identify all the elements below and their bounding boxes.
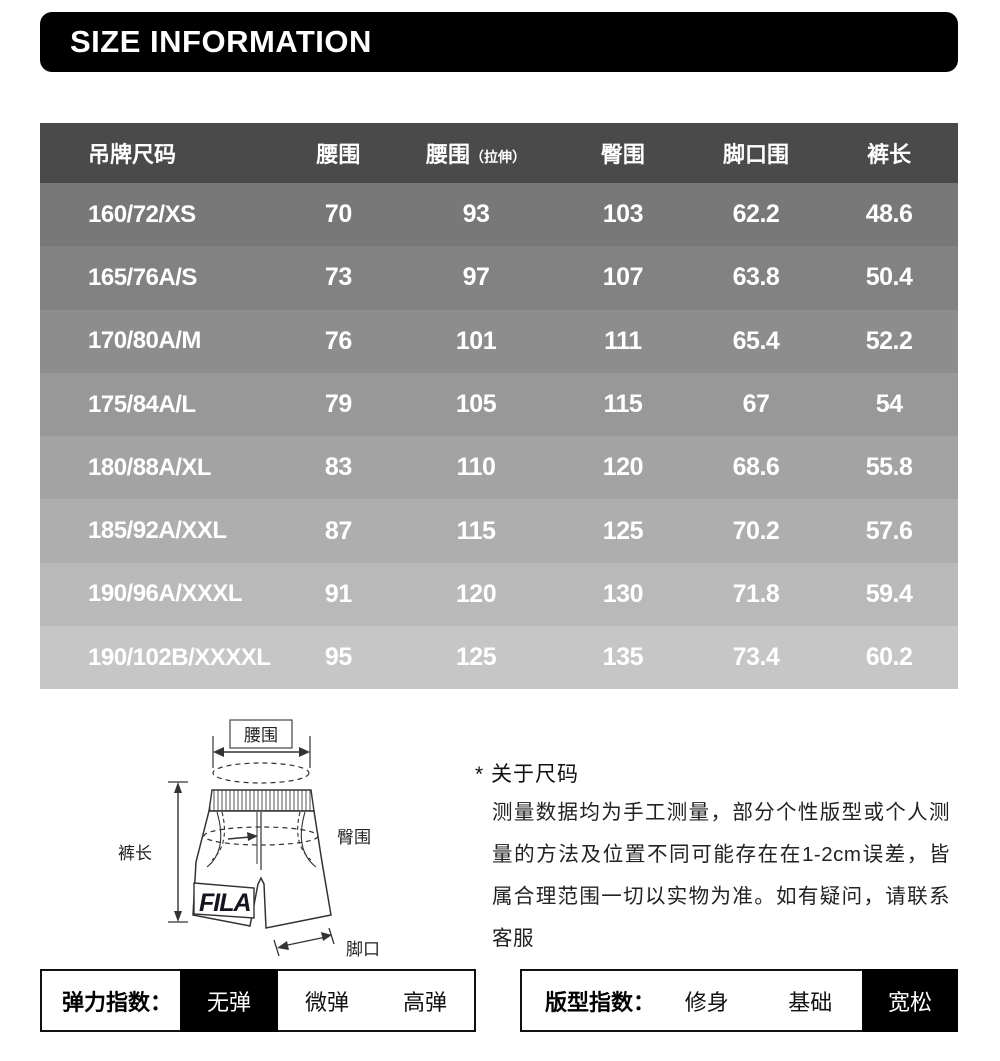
waistband: [208, 789, 315, 812]
table-row: 190/96A/XXXL 91 120 130 71.8 59.4: [40, 562, 958, 627]
size-note-body: 测量数据均为手工测量，部分个性版型或个人测量的方法及位置不同可能存在在1-2cm…: [492, 801, 950, 950]
value-cell: 135: [602, 643, 644, 672]
length-label: 裤长: [118, 844, 152, 863]
column-header-waist-stretched: 腰围（拉伸）: [426, 142, 527, 167]
fit-option-loose-selected: 宽松: [862, 969, 958, 1032]
hip-measure-line: [203, 826, 319, 846]
value-cell: 111: [604, 326, 642, 355]
size-table: 吊牌尺码 腰围 腰围（拉伸） 臀围 脚口围 裤长 160/72/XS 70 93…: [40, 123, 958, 690]
value-cell: 115: [456, 516, 496, 545]
table-header-row: 吊牌尺码 腰围 腰围（拉伸） 臀围 脚口围 裤长: [40, 123, 958, 183]
value-cell: 91: [324, 579, 352, 608]
hip-label: 臀围: [337, 828, 371, 847]
value-cell: 93: [462, 200, 490, 229]
waist-label: 腰围: [244, 726, 278, 745]
value-cell: 97: [462, 263, 490, 292]
value-cell: 52.2: [865, 326, 913, 355]
value-cell: 125: [602, 516, 644, 545]
table-row: 190/102B/XXXXL 95 125 135 73.4 60.2: [40, 626, 958, 690]
table-row: 170/80A/M 76 101 111 65.4 52.2: [40, 309, 958, 373]
section-title: SIZE INFORMATION: [70, 24, 372, 59]
elasticity-index-box: 弹力指数： 无弹 微弹 高弹: [40, 969, 476, 1032]
column-header-hip: 臀围: [600, 142, 645, 167]
value-cell: 110: [456, 453, 496, 482]
table-row: 160/72/XS 70 93 103 62.2 48.6: [40, 183, 958, 247]
value-cell: 67: [742, 390, 770, 419]
value-cell: 55.8: [865, 453, 913, 482]
value-cell: 70: [324, 200, 352, 229]
size-cell: 165/76A/S: [88, 263, 197, 291]
section-title-bar: SIZE INFORMATION: [40, 12, 958, 72]
value-cell: 103: [602, 200, 644, 229]
value-cell: 76: [324, 326, 352, 355]
value-cell: 83: [324, 453, 352, 482]
value-cell: 101: [455, 326, 497, 355]
size-note-title: * 关于尺码: [475, 763, 580, 786]
value-cell: 57.6: [865, 516, 913, 545]
fila-logo: FILA: [199, 889, 251, 917]
fit-option-basic: 基础: [788, 989, 833, 1015]
table-row: 180/88A/XL 83 110 120 68.6 55.8: [40, 436, 958, 500]
value-cell: 105: [455, 390, 497, 419]
fit-label: 版型指数：: [545, 989, 656, 1015]
value-cell: 71.8: [732, 579, 780, 608]
column-header-size: 吊牌尺码: [88, 142, 177, 167]
hem-label: 脚口: [346, 940, 380, 959]
value-cell: 115: [603, 390, 643, 419]
table-row: 175/84A/L 79 105 115 67 54: [40, 372, 958, 437]
value-cell: 120: [602, 453, 644, 482]
size-cell: 190/102B/XXXXL: [88, 643, 271, 671]
size-cell: 175/84A/L: [88, 390, 196, 418]
value-cell: 63.8: [732, 263, 780, 292]
size-cell: 185/92A/XXL: [88, 517, 227, 545]
value-cell: 120: [455, 579, 497, 608]
size-cell: 160/72/XS: [88, 200, 196, 228]
size-cell: 190/96A/XXXL: [88, 580, 243, 608]
fit-index-box: 版型指数： 修身 基础 宽松: [520, 969, 958, 1032]
value-cell: 73: [324, 263, 352, 292]
value-cell: 79: [324, 390, 352, 419]
value-cell: 95: [324, 643, 352, 672]
value-cell: 54: [875, 390, 903, 419]
table-row: 165/76A/S 73 97 107 63.8 50.4: [40, 246, 958, 310]
size-cell: 170/80A/M: [88, 327, 201, 355]
value-cell: 125: [455, 643, 497, 672]
waist-label-box: [229, 719, 293, 749]
value-cell: 50.4: [865, 263, 913, 292]
column-header-length: 裤长: [867, 142, 912, 167]
value-cell: 62.2: [732, 200, 780, 229]
elasticity-label: 弹力指数：: [62, 989, 173, 1015]
value-cell: 48.6: [865, 200, 913, 229]
elasticity-option-slight: 微弹: [304, 989, 349, 1015]
table-row: 185/92A/XXL 87 115 125 70.2 57.6: [40, 499, 958, 563]
value-cell: 65.4: [732, 326, 780, 355]
value-cell: 70.2: [732, 516, 780, 545]
brand-panel: [193, 882, 255, 919]
column-header-waist: 腰围: [316, 142, 361, 167]
hem-measure-arrow: [282, 936, 327, 947]
value-cell: 68.6: [732, 453, 780, 482]
value-cell: 87: [324, 516, 352, 545]
column-header-leg-opening: 脚口围: [722, 142, 789, 167]
value-cell: 60.2: [865, 643, 913, 672]
value-cell: 59.4: [865, 579, 913, 608]
size-cell: 180/88A/XL: [88, 453, 212, 481]
value-cell: 73.4: [732, 643, 780, 672]
shorts-measurement-diagram: 腰围 臀围 裤长 脚口: [118, 719, 380, 959]
fit-option-slim: 修身: [684, 989, 729, 1015]
value-cell: 130: [602, 579, 644, 608]
elasticity-option-high: 高弹: [402, 989, 447, 1015]
elasticity-options: 微弹 高弹: [278, 985, 474, 1017]
fit-options: 修身 基础: [655, 985, 862, 1017]
value-cell: 107: [602, 263, 644, 292]
elasticity-option-none-selected: 无弹: [180, 969, 278, 1032]
